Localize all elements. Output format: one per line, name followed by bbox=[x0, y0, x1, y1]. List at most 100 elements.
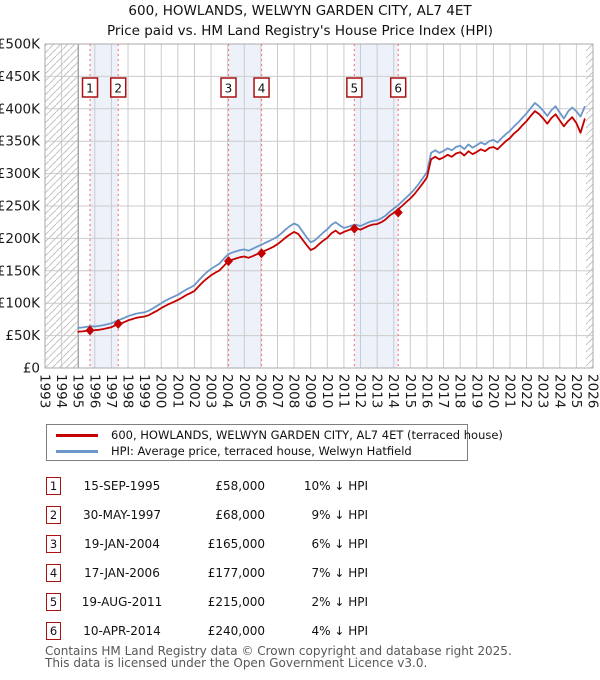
chart-legend: 600, HOWLANDS, WELWYN GARDEN CITY, AL7 4… bbox=[46, 424, 503, 461]
sale-date: 17-JAN-2006 bbox=[84, 566, 160, 580]
sale-number-box bbox=[389, 77, 407, 98]
sale-number-label: 6 bbox=[394, 82, 402, 96]
sale-number-label: 5 bbox=[351, 82, 359, 96]
price-paid-line-swatch bbox=[56, 434, 98, 437]
hpi-line bbox=[77, 102, 586, 329]
sale-number-label: 4 bbox=[258, 82, 266, 96]
x-axis-tick-label: 2005 bbox=[236, 374, 252, 408]
x-axis-tick-label: 2021 bbox=[501, 374, 517, 408]
y-axis-tick-label: £100K bbox=[0, 296, 41, 312]
sale-marker bbox=[349, 223, 359, 234]
sale-price: £177,000 bbox=[207, 566, 265, 580]
x-axis-tick-label: 2002 bbox=[186, 374, 202, 408]
plot-frame bbox=[44, 43, 594, 369]
x-axis-tick-label: 2009 bbox=[302, 374, 318, 408]
x-axis-tick-label: 2020 bbox=[485, 374, 501, 408]
x-axis-tick-label: 2015 bbox=[402, 374, 418, 408]
page-title: 600, HOWLANDS, WELWYN GARDEN CITY, AL7 4… bbox=[128, 3, 472, 19]
y-axis-tick-label: £50K bbox=[5, 328, 41, 344]
x-axis-tick-label: 2007 bbox=[269, 374, 285, 408]
sale-price: £165,000 bbox=[207, 537, 265, 551]
sale-price: £240,000 bbox=[207, 624, 265, 638]
sale-number-label: 3 bbox=[225, 82, 233, 96]
sale-row: 5 19-AUG-2011 £215,000 2% ↓ HPI bbox=[0, 593, 600, 612]
sale-number-box: 5 bbox=[46, 593, 61, 611]
y-axis-tick-label: £200K bbox=[0, 231, 41, 247]
sale-number-box bbox=[253, 77, 270, 98]
sale-marker bbox=[223, 256, 233, 267]
x-axis-tick-label: 1993 bbox=[37, 374, 53, 408]
no-data-hatch-left bbox=[45, 44, 79, 368]
x-axis-tick-label: 2001 bbox=[169, 374, 185, 408]
sale-marker bbox=[85, 325, 95, 336]
x-axis-tick-label: 1996 bbox=[86, 374, 102, 408]
sale-marker bbox=[257, 248, 267, 259]
x-axis-tick-label: 1998 bbox=[120, 374, 136, 408]
sale-number-box bbox=[346, 77, 363, 98]
x-axis-tick-label: 2003 bbox=[203, 374, 219, 408]
y-axis-tick-label: £250K bbox=[0, 199, 41, 215]
x-axis-tick-label: 1994 bbox=[53, 374, 69, 408]
sale-row: 3 19-JAN-2004 £165,000 6% ↓ HPI bbox=[0, 535, 600, 554]
legend-label: HPI: Average price, terraced house, Welw… bbox=[111, 444, 412, 458]
y-axis-tick-label: £400K bbox=[0, 101, 41, 117]
y-axis-tick-label: £350K bbox=[0, 134, 41, 150]
x-axis-tick-label: 1995 bbox=[70, 374, 86, 408]
x-axis-tick-label: 1997 bbox=[103, 374, 119, 408]
x-axis-tick-label: 2025 bbox=[568, 374, 584, 408]
footer-line-2: This data is licensed under the Open Gov… bbox=[45, 655, 428, 670]
sale-date: 30-MAY-1997 bbox=[82, 508, 161, 522]
x-axis-tick-label: 2022 bbox=[518, 374, 534, 408]
sale-number-label: 1 bbox=[86, 82, 94, 96]
sale-price: £68,000 bbox=[215, 508, 265, 522]
footer-line-1: Contains HM Land Registry data © Crown c… bbox=[45, 644, 512, 658]
y-axis-tick-label: £150K bbox=[0, 263, 41, 279]
price-chart: 1 2 3 4 5 6 £0 £50K £100K £150K £200K £250K £300K £35… bbox=[0, 37, 600, 409]
x-axis-tick-label: 2006 bbox=[252, 374, 268, 408]
x-axis-tick-label: 2011 bbox=[335, 374, 351, 408]
x-axis-tick-label: 2013 bbox=[369, 374, 385, 408]
sale-marker bbox=[113, 318, 123, 329]
sale-number-box bbox=[220, 77, 237, 98]
sale-date: 10-APR-2014 bbox=[83, 624, 161, 638]
sale-number-label: 2 bbox=[114, 82, 122, 96]
sale-number-box: 3 bbox=[46, 535, 61, 553]
sale-date: 15-SEP-1995 bbox=[83, 479, 161, 493]
y-axis-tick-label: £450K bbox=[0, 69, 41, 85]
x-axis-tick-label: 2018 bbox=[452, 374, 468, 408]
sale-price: £58,000 bbox=[215, 479, 265, 493]
sale-number-box: 2 bbox=[46, 506, 61, 524]
sale-number-box: 4 bbox=[46, 564, 61, 582]
page-subtitle: Price paid vs. HM Land Registry's House … bbox=[107, 23, 493, 39]
sale-date: 19-JAN-2004 bbox=[84, 537, 160, 551]
x-axis-tick-label: 2008 bbox=[286, 374, 302, 408]
sale-hpi-delta: 9% ↓ HPI bbox=[311, 508, 368, 522]
sale-row: 4 17-JAN-2006 £177,000 7% ↓ HPI bbox=[0, 564, 600, 583]
y-axis-tick-label: £300K bbox=[0, 166, 41, 182]
x-axis-tick-label: 1999 bbox=[136, 374, 152, 408]
legend-item: HPI: Average price, terraced house, Welw… bbox=[47, 443, 467, 459]
price-paid-line bbox=[77, 110, 586, 333]
sale-row: 2 30-MAY-1997 £68,000 9% ↓ HPI bbox=[0, 506, 600, 525]
no-data-hatch-right bbox=[586, 44, 593, 368]
x-axis-tick-label: 2014 bbox=[385, 374, 401, 408]
sale-hpi-delta: 4% ↓ HPI bbox=[311, 624, 368, 638]
sale-number-box bbox=[81, 77, 99, 98]
legend-item: 600, HOWLANDS, WELWYN GARDEN CITY, AL7 4… bbox=[47, 427, 503, 443]
x-axis-tick-label: 2012 bbox=[352, 374, 368, 408]
x-axis-tick-label: 2004 bbox=[219, 374, 235, 408]
sale-hpi-delta: 10% ↓ HPI bbox=[303, 479, 368, 493]
y-axis-tick-label: £0 bbox=[23, 361, 40, 377]
x-axis-tick-label: 2016 bbox=[418, 374, 434, 408]
y-axis-tick-label: £500K bbox=[0, 37, 41, 53]
sale-row: 1 15-SEP-1995 £58,000 10% ↓ HPI bbox=[0, 477, 600, 496]
x-axis-tick-label: 2010 bbox=[319, 374, 335, 408]
sale-number-box bbox=[109, 77, 127, 98]
x-axis-tick-label: 2017 bbox=[435, 374, 451, 408]
x-axis-tick-label: 2023 bbox=[535, 374, 551, 408]
x-axis-tick-label: 2019 bbox=[468, 374, 484, 408]
sale-number-box: 6 bbox=[46, 622, 61, 640]
sale-date: 19-AUG-2011 bbox=[81, 595, 163, 609]
sale-hpi-delta: 6% ↓ HPI bbox=[311, 537, 368, 551]
